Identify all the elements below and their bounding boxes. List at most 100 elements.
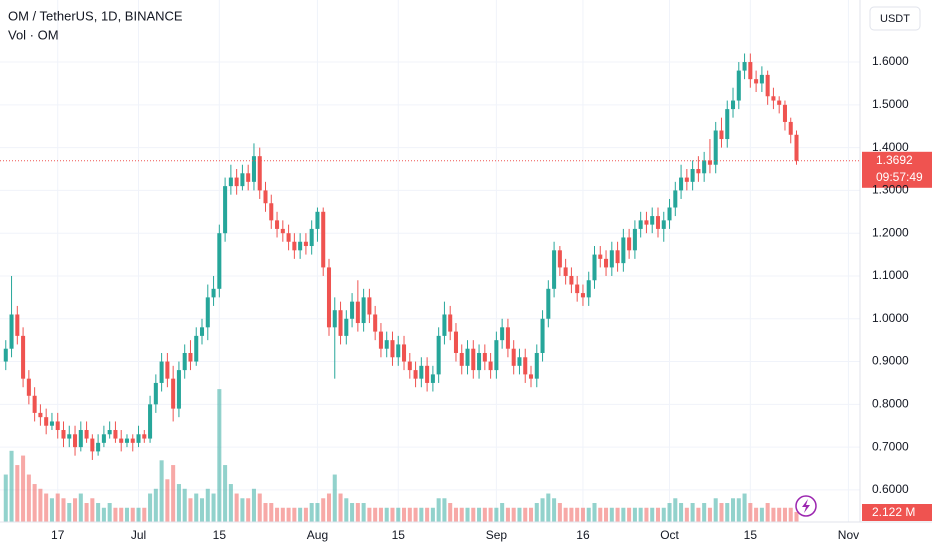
volume-bar (505, 507, 510, 522)
candle-body (211, 288, 216, 298)
candle-body (188, 352, 193, 362)
volume-bar (350, 503, 355, 522)
candle-body (673, 190, 678, 208)
volume-bar (321, 498, 326, 522)
candle-body (627, 237, 632, 251)
volume-bar (3, 474, 8, 522)
candle-body (321, 211, 326, 268)
volume-bar (390, 507, 395, 522)
x-tick-label: 15 (744, 528, 758, 542)
candle-body (396, 344, 401, 358)
currency-button[interactable] (869, 6, 921, 31)
volume-bar (159, 460, 164, 522)
volume-bar (465, 507, 470, 522)
volume-bar (765, 503, 770, 522)
volume-bar (326, 493, 332, 522)
candle-body (251, 156, 256, 182)
x-tick-label: 15 (392, 528, 406, 542)
candle-body (759, 74, 764, 84)
volume-bar (176, 484, 181, 522)
candle-body (355, 301, 360, 324)
volume-bar (777, 507, 782, 522)
volume-bar (759, 507, 764, 522)
volume-bar (523, 507, 528, 522)
volume-bar (205, 488, 210, 522)
candle-body (73, 434, 78, 448)
candle-body (500, 327, 505, 341)
volume-bar (73, 498, 78, 522)
volume-bar (552, 498, 557, 522)
volume-bar (223, 465, 228, 522)
lightning-glyph (802, 499, 810, 513)
candle-body (482, 352, 487, 362)
candle-body (511, 348, 516, 366)
candle-body (719, 130, 724, 140)
volume-bar (794, 511, 799, 522)
volume-bar (90, 498, 95, 522)
volume-bar (107, 503, 112, 522)
volume-bar (269, 503, 274, 522)
candle-body (78, 430, 83, 448)
candle-body (684, 177, 689, 182)
candle-body (101, 434, 106, 443)
volume-bar (621, 507, 626, 522)
volume-bar (21, 455, 26, 522)
candle-body (563, 267, 568, 276)
candle-body (604, 258, 609, 268)
volume-bar (471, 507, 476, 522)
volume-bar (84, 503, 89, 522)
volume-bar (32, 484, 37, 522)
volume-bar (477, 507, 482, 522)
candle-body (49, 421, 54, 426)
volume-bar (188, 498, 193, 522)
volume-bar (459, 507, 464, 522)
y-tick-label: 0.9000 (872, 354, 909, 368)
candle-body (702, 160, 707, 174)
volume-bar (384, 507, 389, 522)
candle-body (367, 297, 372, 315)
candle-body (234, 177, 239, 187)
candle-body (280, 228, 285, 234)
candle-body (124, 438, 129, 443)
volume-bar (442, 498, 447, 522)
candle-body (742, 62, 747, 71)
volume-bar (425, 507, 430, 522)
candle-body (338, 310, 343, 336)
volume-bar (332, 474, 337, 522)
candle-body (332, 310, 337, 328)
last-price-label: 1.3692 (876, 153, 913, 167)
volume-bar (292, 507, 297, 522)
volume-bar (367, 507, 372, 522)
volume-bar (534, 503, 539, 522)
volume-bar (713, 498, 718, 522)
volume-bar (419, 507, 424, 522)
candle-body (696, 169, 701, 174)
volume-bar (280, 507, 285, 522)
candle-body (26, 378, 31, 396)
candle-body (494, 340, 499, 371)
volume-bar (540, 498, 545, 522)
volume-bar (257, 493, 262, 522)
candle-body (142, 434, 147, 439)
candle-body (130, 438, 135, 443)
candle-body (453, 331, 458, 353)
candle-body (592, 254, 597, 281)
candle-body (794, 134, 799, 161)
candle-body (736, 70, 741, 101)
candle-body (713, 130, 718, 165)
volume-bar (9, 450, 14, 522)
volume-bar (298, 507, 303, 522)
candle-body (44, 417, 49, 426)
volume-bar (182, 488, 187, 522)
candle-body (269, 203, 274, 221)
volume-bar (546, 493, 551, 522)
volume-bar (517, 507, 522, 522)
last-volume-box (862, 504, 932, 521)
volume-bar (49, 498, 54, 522)
candle-body (407, 361, 412, 371)
volume-bar (38, 488, 43, 522)
candle-layer (3, 53, 799, 460)
volume-bar (407, 507, 412, 522)
volume-bar (453, 507, 458, 522)
